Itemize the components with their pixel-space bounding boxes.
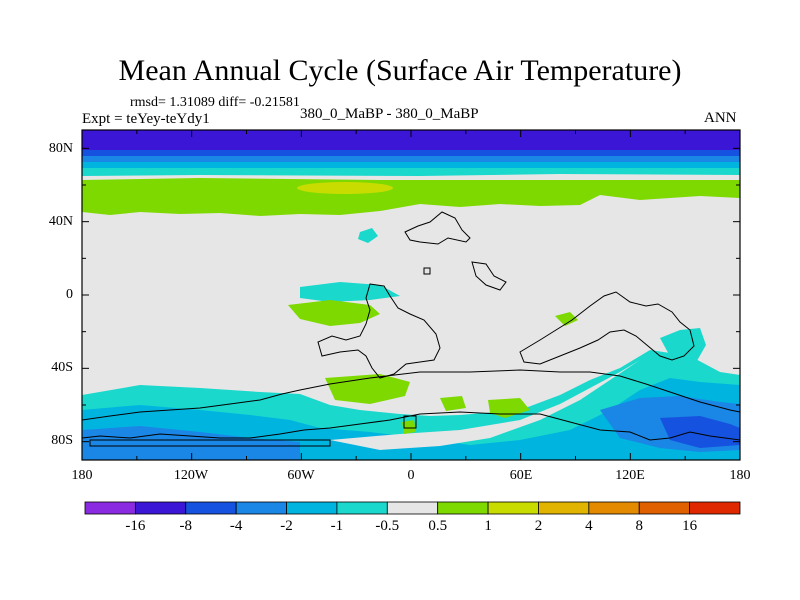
colorbar-swatch <box>286 501 338 515</box>
colorbar-swatch <box>487 501 539 515</box>
field-green-patch-g <box>402 420 416 434</box>
colorbar-label: 16 <box>682 518 698 534</box>
field-green-patch-f <box>440 396 466 411</box>
lon-label-120w: 120W <box>173 468 209 483</box>
map-subtitle: 380_0_MaBP - 380_0_MaBP <box>300 106 479 122</box>
field-green-patch-e <box>488 398 530 418</box>
outline-small-island-c <box>403 415 417 429</box>
colorbar-label: -2 <box>280 518 293 534</box>
field-green-patch-b <box>555 312 578 326</box>
field-south-light-b <box>82 426 300 460</box>
lat-label-40s: 40S <box>51 360 73 375</box>
experiment-text: Expt = teYey-teYdy1 <box>82 111 210 127</box>
field-arctic-cyan <box>82 162 740 168</box>
field-green-patch-a <box>288 300 380 326</box>
colorbar-swatch <box>235 501 287 515</box>
colorbar-label: 4 <box>585 518 593 534</box>
lat-label-eq: 0 <box>66 287 73 302</box>
lon-label-60w: 60W <box>287 468 315 483</box>
colorbar-label: -0.5 <box>375 518 400 534</box>
colorbar-swatch <box>134 501 187 515</box>
colorbar-swatch <box>638 501 691 515</box>
colorbar-swatch <box>386 501 439 515</box>
lat-label-80s: 80S <box>51 433 73 448</box>
lon-label-180e: 180 <box>729 468 751 483</box>
lat-label-80n: 80N <box>48 141 73 156</box>
colorbar-label: -4 <box>229 518 243 534</box>
field-teal-patch-a <box>358 228 378 243</box>
stats-text: rmsd= 1.31089 diff= -0.21581 <box>130 95 300 110</box>
outline-small-island-b <box>471 261 507 291</box>
outline-sub-boxes <box>89 439 331 447</box>
colorbar-swatch <box>336 501 388 515</box>
field-south-med <box>660 416 740 448</box>
colorbar-label: -1 <box>330 518 344 534</box>
field-arctic-med <box>82 150 740 156</box>
colorbar-swatch <box>84 501 136 515</box>
chart-title: Mean Annual Cycle (Surface Air Temperatu… <box>118 54 682 87</box>
colorbar-swatch <box>538 501 590 515</box>
lon-label-0: 0 <box>407 468 415 483</box>
field-arctic-teal <box>82 168 740 176</box>
outline-east-continent <box>519 291 695 365</box>
field-north-green <box>82 178 740 216</box>
colorbar-swatch <box>437 501 489 515</box>
outline-north-islands <box>404 211 471 245</box>
temperature-field <box>82 130 740 460</box>
outline-small-island-a <box>423 267 431 275</box>
lon-label-180w: 180 <box>71 468 93 483</box>
season-label: ANN <box>704 110 737 126</box>
field-arctic-strong <box>82 130 740 150</box>
field-arctic-light <box>82 156 740 162</box>
colorbar-label: -16 <box>125 518 146 534</box>
colorbar-label: 2 <box>534 518 543 534</box>
colorbar-label: -8 <box>179 518 193 534</box>
colorbar-swatch <box>588 501 640 515</box>
colorbar-swatch <box>689 501 741 515</box>
outline-southern-continent <box>82 369 740 441</box>
lat-label-40n: 40N <box>48 214 73 229</box>
colorbar-swatch <box>185 501 237 515</box>
continent-outlines <box>82 211 740 447</box>
colorbar-label: 0.5 <box>428 518 448 534</box>
field-teal-patch-b <box>300 282 400 302</box>
axis-ticks <box>81 130 741 460</box>
colorbar-label: 1 <box>484 518 492 534</box>
colorbar-label: 8 <box>635 518 643 534</box>
lon-label-60e: 60E <box>509 468 533 483</box>
field-south-neutral-gap <box>330 360 640 450</box>
lon-label-120e: 120E <box>615 468 645 483</box>
outline-central-continent <box>317 283 441 379</box>
colorbar <box>84 501 741 515</box>
field-north-yellow <box>297 182 393 194</box>
